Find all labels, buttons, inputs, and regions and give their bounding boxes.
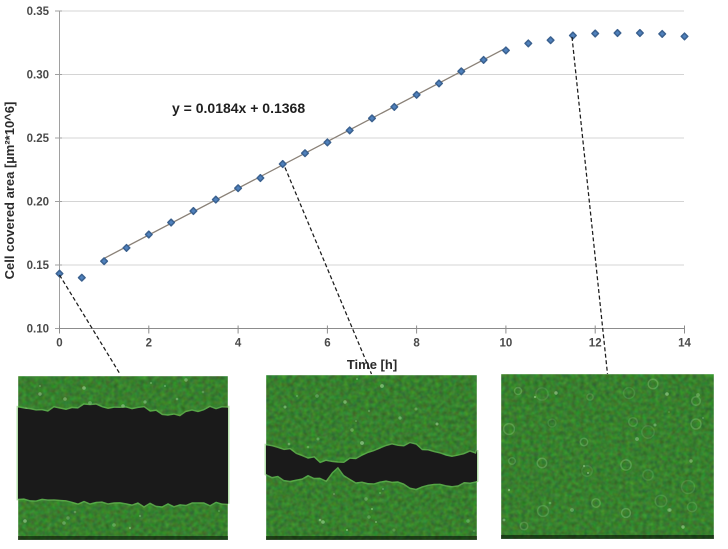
svg-text:0.20: 0.20 [27,196,49,208]
svg-text:0: 0 [56,338,62,350]
svg-text:0.35: 0.35 [27,6,50,18]
svg-text:y = 0.0184x + 0.1368: y = 0.0184x + 0.1368 [172,100,305,116]
svg-text:0.25: 0.25 [27,133,50,145]
svg-text:8: 8 [413,338,420,350]
svg-text:14: 14 [678,338,691,350]
svg-text:Time [h]: Time [h] [347,357,397,372]
svg-text:2: 2 [146,338,152,350]
svg-text:12: 12 [589,338,602,350]
svg-text:6: 6 [324,338,330,350]
svg-text:Cell covered area [µm²*10^6]: Cell covered area [µm²*10^6] [2,102,17,280]
svg-text:0.15: 0.15 [27,260,50,272]
svg-text:0.30: 0.30 [27,69,49,81]
svg-text:10: 10 [500,338,513,350]
svg-text:0.10: 0.10 [27,323,49,335]
svg-text:4: 4 [235,338,242,350]
